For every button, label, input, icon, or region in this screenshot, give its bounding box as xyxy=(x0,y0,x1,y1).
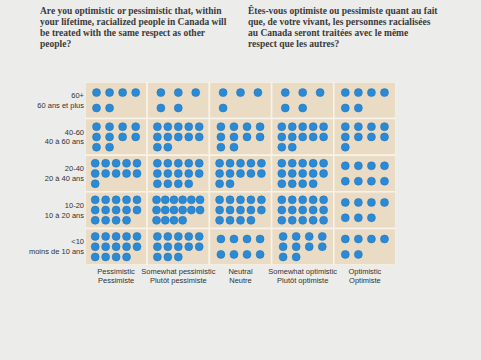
svg-text:NeutralNeutre: NeutralNeutre xyxy=(228,267,253,286)
html-text:Are you optimistic or pessimis: Are you optimistic or pessimistic that, … xyxy=(40,6,227,49)
svg-text:10-2010 à 20 ans: 10-2010 à 20 ans xyxy=(45,201,84,220)
html-text:Êtes-vous optimiste ou pessimi: Êtes-vous optimiste ou pessimiste quant … xyxy=(248,6,438,49)
svg-text:60+60 ans et plus: 60+60 ans et plus xyxy=(37,91,84,110)
svg-text:20-4020 à 40 ans: 20-4020 à 40 ans xyxy=(45,164,84,183)
svg-text:Somewhat optimisticPlutôt opti: Somewhat optimisticPlutôt optimiste xyxy=(268,267,337,286)
svg-text:OptimisticOptimiste: OptimisticOptimiste xyxy=(348,267,381,286)
svg-text:<10moins de 10 ans: <10moins de 10 ans xyxy=(29,237,84,256)
svg-text:PessimisticPessimiste: PessimisticPessimiste xyxy=(97,267,135,286)
svg-text:Somewhat pessimisticPlutôt pes: Somewhat pessimisticPlutôt pessimiste xyxy=(141,267,215,286)
svg-text:40-6040 à 60 ans: 40-6040 à 60 ans xyxy=(45,128,84,147)
